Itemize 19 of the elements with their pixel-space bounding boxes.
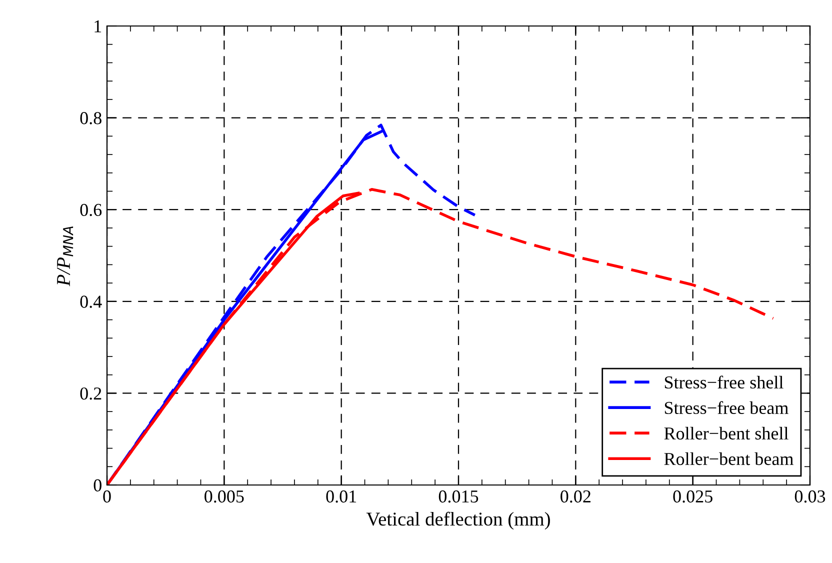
y-tick-label: 0.8 xyxy=(80,112,102,124)
x-axis-title: Vetical deflection (mm) xyxy=(366,512,550,530)
x-tick-label: 0.02 xyxy=(560,490,590,503)
x-tick-label: 0.01 xyxy=(326,490,356,503)
x-tick-label: 0.015 xyxy=(438,490,478,503)
legend-label: Roller−bent shell xyxy=(664,426,788,440)
y-tick-label: 0.6 xyxy=(80,204,102,216)
y-tick-label: 0.2 xyxy=(80,387,102,400)
legend-label: Roller−bent beam xyxy=(664,452,794,466)
legend-label: Stress−free shell xyxy=(664,376,784,389)
legend-label: Stress−free beam xyxy=(664,401,788,414)
y-axis-title: P/P$_{MNA}$ xyxy=(57,226,74,286)
y-tick-label: 0 xyxy=(94,479,102,492)
x-tick-label: 0.03 xyxy=(794,490,826,503)
y-tick-label: 0.4 xyxy=(80,296,102,308)
x-tick-label: 0.025 xyxy=(673,490,712,503)
x-tick-label: 0 xyxy=(103,490,111,503)
x-tick-label: 0.005 xyxy=(204,490,244,503)
y-tick-label: 1 xyxy=(94,20,102,32)
